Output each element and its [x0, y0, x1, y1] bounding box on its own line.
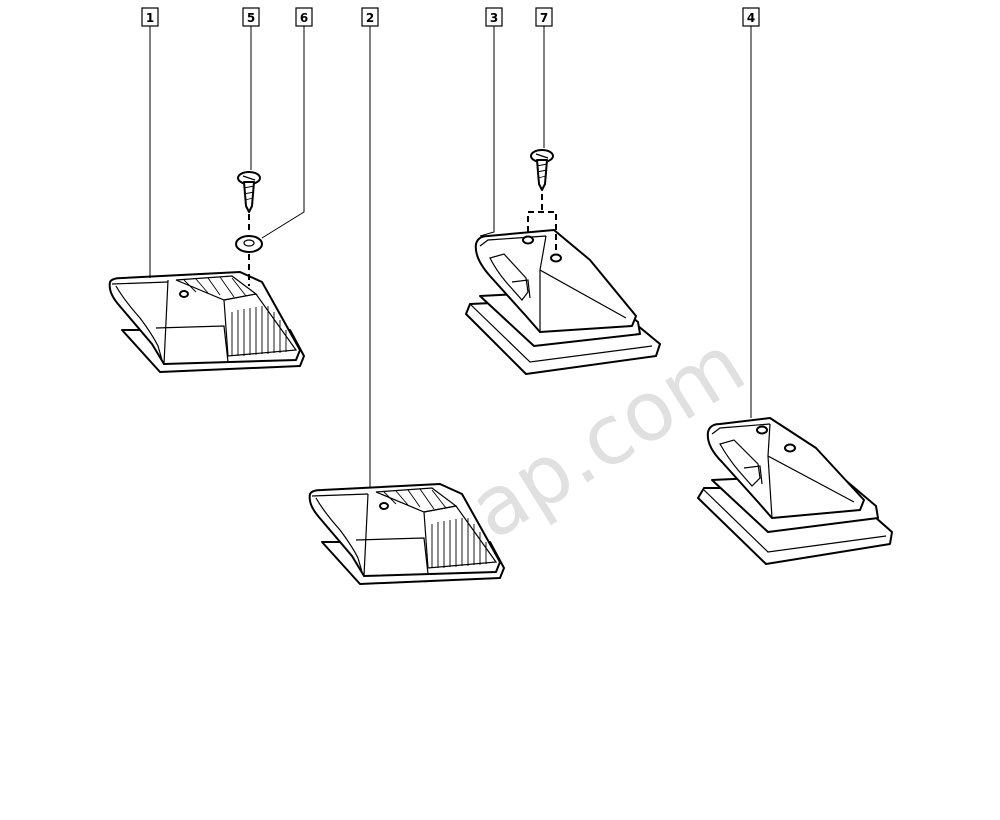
part-1-ribbed-light-icon — [108, 271, 305, 373]
part-3-plain-light-housing-icon — [465, 229, 661, 375]
part-4-plain-light-housing-icon — [697, 417, 893, 565]
callout-1: 1 — [141, 7, 159, 27]
callout-label-1: 1 — [146, 11, 154, 25]
callout-7: 7 — [535, 7, 553, 27]
callout-label-3: 3 — [490, 11, 498, 25]
callout-label-4: 4 — [747, 11, 755, 25]
callout-label-5: 5 — [247, 11, 255, 25]
callout-label-7: 7 — [540, 11, 548, 25]
callout-label-2: 2 — [366, 11, 374, 25]
callout-5: 5 — [242, 7, 260, 27]
callout-4: 4 — [742, 7, 760, 27]
screw-7-screw-icon — [530, 149, 554, 191]
leader-lines — [149, 26, 752, 488]
callout-6: 6 — [295, 7, 313, 27]
callout-label-6: 6 — [300, 11, 308, 25]
callout-2: 2 — [361, 7, 379, 27]
part-2-ribbed-light-icon — [308, 483, 505, 585]
callout-3: 3 — [485, 7, 503, 27]
screw-5-screw-icon — [237, 171, 261, 213]
washer-6-washer-icon — [235, 235, 263, 253]
